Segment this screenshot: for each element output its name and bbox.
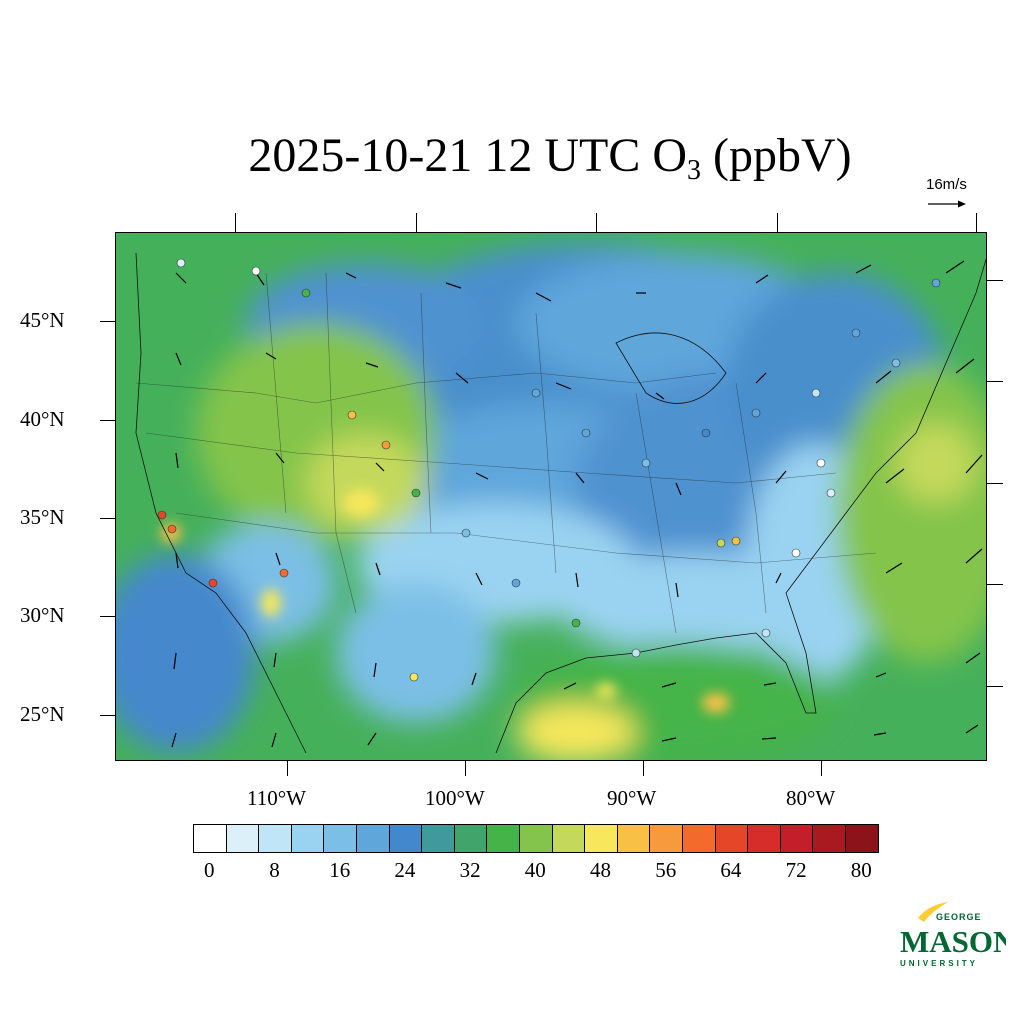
colorbar-tick-label: 16: [329, 858, 351, 882]
top-tick-2: [416, 213, 417, 232]
colorbar-swatch: [389, 825, 423, 852]
lon-label-80w: 80°W: [786, 786, 836, 810]
svg-text:UNIVERSITY: UNIVERSITY: [900, 959, 978, 968]
colorbar-swatch: [226, 825, 260, 852]
lon-label-100w: 100°W: [425, 786, 485, 810]
colorbar-swatch: [519, 825, 553, 852]
bottom-tick-3: [643, 761, 644, 776]
bottom-tick-2: [465, 761, 466, 776]
title-subscript: 3: [687, 155, 701, 186]
lon-label-110w: 110°W: [247, 786, 306, 810]
colorbar-swatch: [715, 825, 749, 852]
colorbar-swatch: [194, 825, 227, 852]
lat-label-35: 35°N: [20, 505, 65, 529]
map-title: 2025-10-21 12 UTC O3 (ppbV): [0, 128, 1024, 187]
colorbar-swatch: [552, 825, 586, 852]
state-boundaries: [135, 272, 877, 634]
colorbar-tick-label: 64: [720, 858, 742, 882]
colorbar-swatch: [454, 825, 488, 852]
ozone-map-svg: [116, 233, 986, 760]
title-prefix: 2025-10-21 12 UTC O: [248, 129, 687, 182]
reference-vector-label: 16m/s: [926, 176, 967, 193]
svg-text:GEORGE: GEORGE: [936, 912, 982, 922]
george-mason-logo: GEORGE MASON UNIVERSITY: [896, 900, 1015, 970]
top-tick-4: [777, 213, 778, 232]
left-tick-2: [100, 420, 115, 421]
colorbar-tick-label: 56: [655, 858, 677, 882]
colorbar-tick-label: 0: [204, 858, 215, 882]
monitoring-stations: [157, 258, 941, 682]
colorbar-tick-label: 24: [394, 858, 416, 882]
lon-label-90w: 90°W: [607, 786, 657, 810]
left-tick-5: [100, 715, 115, 716]
colorbar-swatch: [291, 825, 325, 852]
arrow-right-icon: [928, 200, 966, 208]
top-tick-3: [596, 213, 597, 232]
lat-label-30: 30°N: [20, 603, 65, 627]
colorbar-swatch: [356, 825, 390, 852]
colorbar-swatch: [780, 825, 814, 852]
reference-vector: 16m/s: [926, 176, 986, 209]
colorbar-swatch: [324, 825, 357, 852]
colorbar-swatch: [487, 825, 520, 852]
bottom-tick-4: [821, 761, 822, 776]
top-tick-5: [976, 213, 977, 232]
bottom-tick-1: [287, 761, 288, 776]
ozone-field: [116, 243, 986, 760]
svg-text:MASON: MASON: [900, 924, 1006, 959]
right-tick-5: [987, 686, 1003, 687]
right-tick-3: [987, 483, 1003, 484]
colorbar-tick-label: 40: [524, 858, 546, 882]
colorbar-tick-label: 80: [850, 858, 872, 882]
title-suffix: (ppbV): [701, 129, 852, 182]
colorbar-tick-label: 32: [459, 858, 481, 882]
lat-label-25: 25°N: [20, 702, 65, 726]
colorbar-swatch: [422, 825, 455, 852]
lat-label-40: 40°N: [20, 407, 65, 431]
left-tick-4: [100, 616, 115, 617]
colorbar-swatch: [585, 825, 618, 852]
colorbar-tick-label: 8: [269, 858, 280, 882]
colorbar-tick-label: 72: [785, 858, 807, 882]
colorbar-swatch: [845, 825, 879, 852]
left-tick-1: [100, 321, 115, 322]
right-tick-2: [987, 381, 1003, 382]
colorbar-swatch: [813, 825, 846, 852]
colorbar-tick-label: 48: [590, 858, 611, 882]
lat-label-45: 45°N: [20, 308, 65, 332]
colorbar-swatch: [748, 825, 781, 852]
right-tick-4: [987, 584, 1003, 585]
ozone-map: [115, 232, 987, 761]
left-tick-3: [100, 518, 115, 519]
colorbar-swatch: [650, 825, 683, 852]
wind-vectors: [171, 260, 983, 748]
colorbar-swatch: [259, 825, 292, 852]
top-tick-1: [235, 213, 236, 232]
colorbar-swatch: [682, 825, 716, 852]
colorbar-swatch: [617, 825, 651, 852]
coastline: [135, 252, 986, 754]
colorbar: [193, 824, 880, 853]
right-tick-1: [987, 280, 1003, 281]
